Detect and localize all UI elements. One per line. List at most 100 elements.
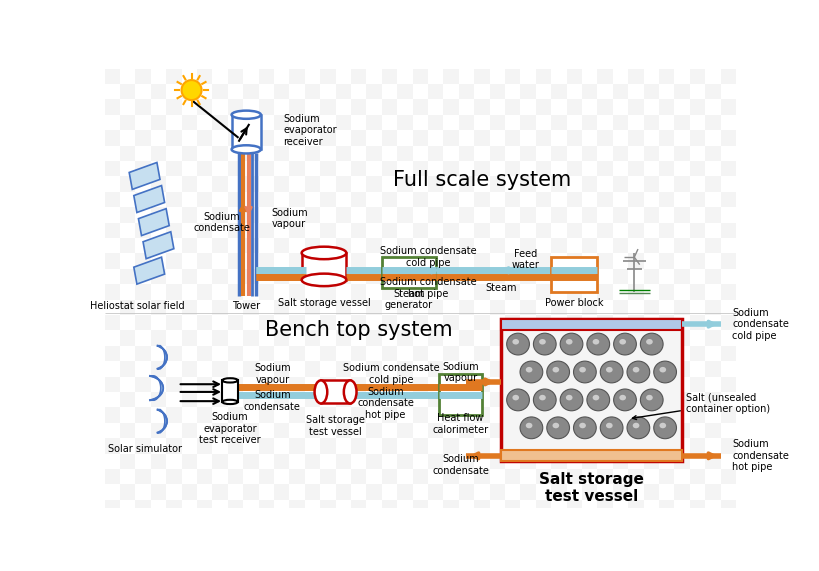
Bar bbox=[596, 69, 612, 84]
Bar bbox=[289, 284, 305, 300]
Bar bbox=[550, 330, 566, 345]
Ellipse shape bbox=[578, 423, 586, 428]
Bar bbox=[581, 176, 596, 192]
Bar bbox=[689, 69, 704, 84]
Bar bbox=[181, 423, 197, 438]
Bar bbox=[704, 484, 720, 500]
Bar bbox=[581, 238, 596, 254]
Bar bbox=[643, 392, 658, 407]
Bar bbox=[596, 254, 612, 269]
Bar bbox=[489, 115, 505, 130]
Polygon shape bbox=[143, 232, 174, 259]
Bar bbox=[520, 330, 535, 345]
Bar bbox=[396, 392, 412, 407]
Bar bbox=[335, 115, 351, 130]
Bar bbox=[689, 345, 704, 361]
Bar bbox=[104, 284, 120, 300]
Bar bbox=[243, 423, 258, 438]
Bar bbox=[305, 115, 319, 130]
Text: Sodium
condensate
hot pipe: Sodium condensate hot pipe bbox=[357, 387, 414, 420]
Bar bbox=[258, 407, 274, 423]
Bar bbox=[212, 176, 228, 192]
Bar bbox=[274, 269, 289, 284]
Text: Tower: Tower bbox=[232, 301, 260, 311]
Bar bbox=[520, 453, 535, 469]
Bar bbox=[627, 99, 643, 115]
Bar bbox=[566, 161, 581, 176]
Bar bbox=[181, 146, 197, 161]
Text: Sodium
condensate: Sodium condensate bbox=[244, 391, 301, 412]
Bar bbox=[135, 161, 151, 176]
Bar bbox=[596, 376, 612, 392]
Bar bbox=[428, 392, 443, 407]
Bar bbox=[428, 84, 443, 99]
Bar bbox=[319, 438, 335, 453]
Bar bbox=[351, 284, 366, 300]
Bar bbox=[289, 500, 305, 515]
Bar bbox=[581, 84, 596, 99]
Bar bbox=[197, 500, 212, 515]
Bar bbox=[550, 84, 566, 99]
Bar bbox=[439, 374, 482, 415]
Bar bbox=[382, 254, 396, 269]
Bar bbox=[305, 269, 319, 284]
Bar bbox=[720, 284, 735, 300]
Bar bbox=[319, 99, 335, 115]
Bar bbox=[366, 238, 382, 254]
Bar bbox=[505, 469, 520, 484]
Ellipse shape bbox=[640, 389, 663, 411]
Bar bbox=[612, 115, 627, 130]
Bar bbox=[351, 99, 366, 115]
Bar bbox=[673, 423, 689, 438]
Bar bbox=[151, 84, 166, 99]
Bar bbox=[505, 223, 520, 238]
Bar bbox=[197, 407, 212, 423]
Bar bbox=[104, 161, 120, 176]
Bar bbox=[319, 315, 335, 330]
Bar bbox=[366, 84, 382, 99]
Bar bbox=[581, 146, 596, 161]
Bar bbox=[243, 115, 258, 130]
Bar bbox=[627, 130, 643, 146]
Bar bbox=[335, 484, 351, 500]
Bar bbox=[643, 269, 658, 284]
Bar bbox=[351, 407, 366, 423]
Bar bbox=[320, 380, 350, 404]
Bar bbox=[520, 392, 535, 407]
Bar bbox=[535, 500, 550, 515]
Bar bbox=[335, 330, 351, 345]
Bar bbox=[289, 315, 305, 330]
Bar bbox=[596, 315, 612, 330]
Bar bbox=[382, 192, 396, 207]
Bar bbox=[720, 407, 735, 423]
Text: Full scale system: Full scale system bbox=[392, 170, 570, 190]
Bar bbox=[228, 345, 243, 361]
Bar bbox=[643, 423, 658, 438]
Bar bbox=[366, 392, 382, 407]
Bar bbox=[673, 146, 689, 161]
Bar bbox=[535, 99, 550, 115]
Bar bbox=[689, 284, 704, 300]
Ellipse shape bbox=[658, 367, 665, 372]
Bar bbox=[612, 269, 627, 284]
Bar bbox=[135, 500, 151, 515]
Bar bbox=[643, 115, 658, 130]
Ellipse shape bbox=[586, 333, 609, 355]
Bar bbox=[222, 380, 238, 402]
Bar bbox=[104, 500, 120, 515]
Bar bbox=[535, 407, 550, 423]
Bar bbox=[458, 453, 473, 469]
Bar bbox=[197, 130, 212, 146]
Bar bbox=[258, 345, 274, 361]
Bar bbox=[319, 223, 335, 238]
Bar bbox=[396, 269, 412, 284]
Bar bbox=[550, 300, 566, 315]
Bar bbox=[473, 407, 489, 423]
Bar bbox=[243, 484, 258, 500]
Bar bbox=[166, 284, 181, 300]
Bar bbox=[428, 361, 443, 376]
Polygon shape bbox=[133, 257, 165, 284]
Bar bbox=[305, 84, 319, 99]
Bar bbox=[412, 254, 428, 269]
Bar bbox=[319, 345, 335, 361]
